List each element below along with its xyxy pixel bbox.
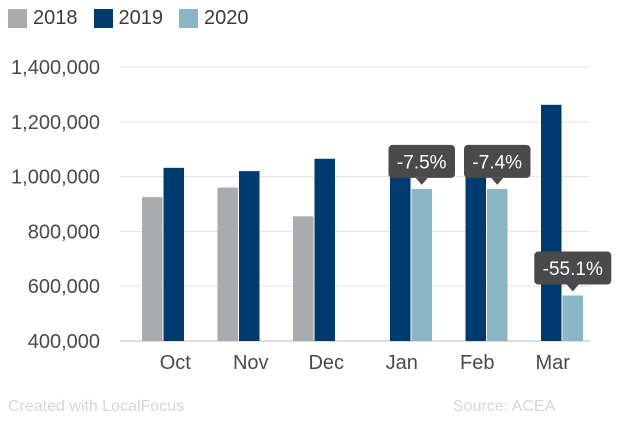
y-tick-label: 600,000 [28, 276, 100, 298]
legend-item-2019[interactable]: 2019 [93, 6, 164, 30]
y-tick-label: 1,000,000 [11, 167, 100, 189]
tooltip-box [464, 144, 531, 178]
y-tick-label: 800,000 [28, 221, 100, 243]
legend-swatch-2020 [179, 8, 198, 28]
bar-feb-2020[interactable] [487, 188, 508, 341]
bar-mar-2020[interactable] [562, 295, 584, 341]
tooltip-box [534, 251, 612, 285]
tooltip-jan: -7.5% [388, 144, 455, 185]
tooltip-pointer [566, 284, 579, 292]
x-tick-label: Nov [233, 352, 269, 374]
chart-source: Source: ACEA [453, 398, 556, 415]
bar-nov-2019[interactable] [239, 171, 260, 341]
tooltip-text: -7.5% [397, 152, 447, 173]
bar-nov-2018[interactable] [217, 187, 239, 341]
y-tick-label: 1,400,000 [11, 57, 100, 79]
legend-label-2019: 2019 [118, 6, 164, 29]
tooltip-box [388, 144, 455, 178]
tooltip-mar: -55.1% [534, 251, 612, 292]
bar-mar-2019[interactable] [541, 104, 562, 341]
legend-label-2020: 2020 [204, 6, 249, 29]
legend-swatch-2019 [93, 8, 113, 28]
tooltip-text: -7.4% [472, 152, 522, 173]
y-tick-label: 400,000 [28, 331, 100, 353]
x-tick-label: Mar [536, 352, 571, 374]
legend-label-2018: 2018 [33, 6, 78, 29]
bar-dec-2019[interactable] [314, 158, 336, 341]
legend-swatch-2018 [8, 8, 27, 28]
x-tick-label: Jan [386, 352, 418, 374]
tooltip-pointer [415, 177, 428, 185]
bar-dec-2018[interactable] [293, 216, 314, 341]
legend-item-2020[interactable]: 2020 [179, 7, 249, 30]
x-tick-label: Feb [460, 352, 494, 374]
bar-jan-2019[interactable] [390, 167, 411, 341]
x-tick-label: Oct [160, 352, 192, 374]
bar-jan-2020[interactable] [411, 188, 433, 341]
tooltip-pointer [491, 177, 504, 185]
x-tick-label: Dec [308, 352, 344, 374]
bar-oct-2018[interactable] [142, 197, 163, 341]
tooltip-text: -55.1% [543, 259, 603, 280]
chart-credit[interactable]: Created with LocalFocus [8, 398, 185, 415]
y-tick-label: 1,200,000 [11, 112, 100, 134]
chart-legend: 2018 2019 2020 [8, 4, 249, 32]
bar-oct-2019[interactable] [163, 167, 185, 341]
bar-feb-2019[interactable] [465, 167, 487, 341]
legend-item-2018[interactable]: 2018 [8, 7, 78, 30]
tooltip-feb: -7.4% [464, 144, 531, 185]
